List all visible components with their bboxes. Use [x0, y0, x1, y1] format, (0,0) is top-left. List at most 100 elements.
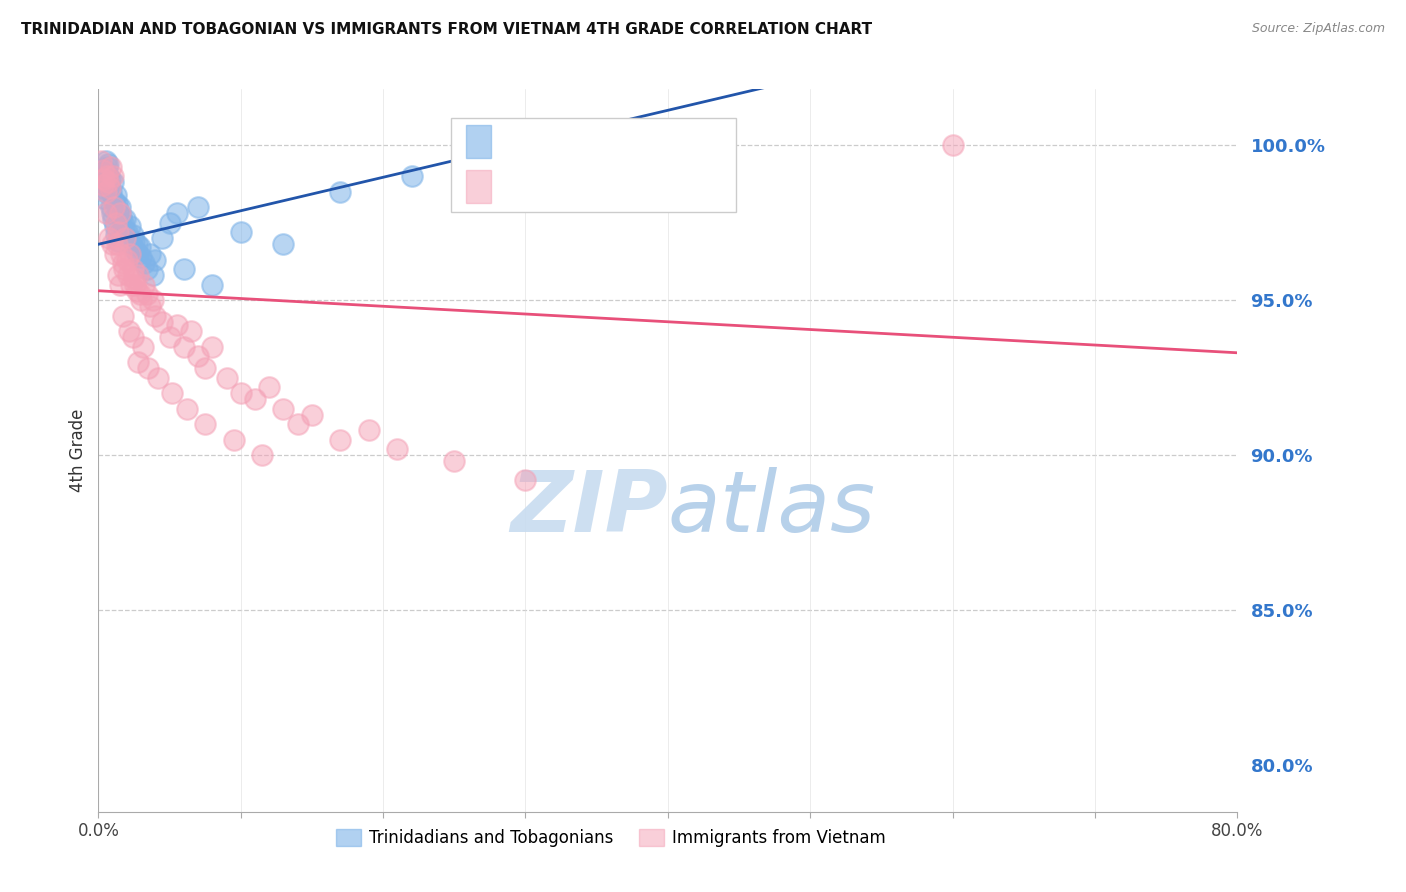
Point: [387, 442, 409, 456]
Point: [122, 271, 145, 285]
Point: [112, 221, 135, 235]
Point: [101, 175, 124, 189]
Point: [94, 162, 117, 177]
Point: [105, 237, 128, 252]
Point: [96, 169, 118, 183]
Point: [180, 324, 202, 338]
Point: [166, 318, 188, 332]
Point: [98, 178, 121, 193]
FancyBboxPatch shape: [465, 125, 491, 158]
Point: [107, 234, 129, 248]
Point: [118, 324, 141, 338]
Text: TRINIDADIAN AND TOBAGONIAN VS IMMIGRANTS FROM VIETNAM 4TH GRADE CORRELATION CHAR: TRINIDADIAN AND TOBAGONIAN VS IMMIGRANTS…: [21, 22, 872, 37]
Point: [118, 219, 141, 233]
Point: [90, 166, 112, 180]
Point: [91, 169, 114, 183]
Point: [132, 277, 155, 292]
Point: [132, 256, 155, 270]
Text: -0.071: -0.071: [523, 178, 588, 195]
Point: [103, 212, 125, 227]
Point: [443, 454, 465, 468]
Point: [94, 185, 117, 199]
Point: [259, 380, 281, 394]
Point: [100, 200, 122, 214]
Point: [329, 433, 352, 447]
Point: [100, 160, 122, 174]
Point: [111, 256, 134, 270]
Text: Source: ZipAtlas.com: Source: ZipAtlas.com: [1251, 22, 1385, 36]
Point: [114, 212, 136, 227]
Point: [173, 340, 195, 354]
Point: [111, 215, 134, 229]
Point: [229, 225, 252, 239]
Y-axis label: 4th Grade: 4th Grade: [69, 409, 87, 492]
Point: [127, 246, 149, 260]
Point: [250, 448, 273, 462]
Point: [115, 225, 138, 239]
FancyBboxPatch shape: [465, 169, 491, 202]
Point: [101, 237, 124, 252]
Point: [90, 162, 112, 177]
Point: [94, 185, 117, 199]
Point: [166, 206, 188, 220]
Point: [93, 178, 115, 193]
Point: [148, 370, 170, 384]
Point: [94, 153, 117, 168]
Point: [110, 246, 132, 260]
Point: [97, 175, 120, 189]
Point: [141, 293, 163, 307]
Point: [329, 185, 352, 199]
Point: [96, 160, 118, 174]
Point: [243, 392, 266, 407]
Point: [97, 156, 120, 170]
Point: [93, 172, 115, 186]
Point: [122, 234, 145, 248]
Point: [287, 417, 309, 431]
Point: [101, 169, 124, 183]
Text: R =: R =: [488, 178, 527, 195]
Point: [96, 172, 118, 186]
Point: [115, 252, 138, 267]
Point: [122, 330, 145, 344]
Point: [105, 197, 128, 211]
Point: [162, 386, 184, 401]
Point: [152, 315, 174, 329]
Point: [159, 215, 181, 229]
Point: [138, 246, 160, 260]
Point: [121, 262, 143, 277]
Point: [127, 268, 149, 283]
Point: [357, 423, 380, 437]
Point: [96, 206, 118, 220]
Point: [141, 268, 163, 283]
Text: 59: 59: [637, 133, 662, 151]
Point: [112, 309, 135, 323]
Text: N =: N =: [596, 178, 637, 195]
Legend: Trinidadians and Tobagonians, Immigrants from Vietnam: Trinidadians and Tobagonians, Immigrants…: [329, 822, 893, 854]
Point: [135, 286, 157, 301]
Point: [97, 169, 120, 183]
Point: [101, 206, 124, 220]
Point: [103, 194, 125, 208]
Point: [201, 340, 224, 354]
Point: [104, 219, 127, 233]
Point: [91, 162, 114, 177]
Point: [135, 262, 157, 277]
Point: [187, 349, 209, 363]
Point: [108, 206, 131, 220]
Point: [112, 262, 135, 277]
Point: [222, 433, 245, 447]
FancyBboxPatch shape: [451, 118, 737, 212]
Point: [145, 309, 167, 323]
Point: [129, 250, 152, 264]
Point: [194, 417, 217, 431]
Point: [125, 237, 148, 252]
Point: [127, 355, 149, 369]
Point: [105, 227, 128, 242]
Point: [194, 361, 217, 376]
Point: [114, 231, 136, 245]
Point: [128, 240, 150, 254]
Point: [90, 153, 112, 168]
Point: [117, 268, 139, 283]
Point: [100, 185, 122, 199]
Point: [273, 237, 295, 252]
